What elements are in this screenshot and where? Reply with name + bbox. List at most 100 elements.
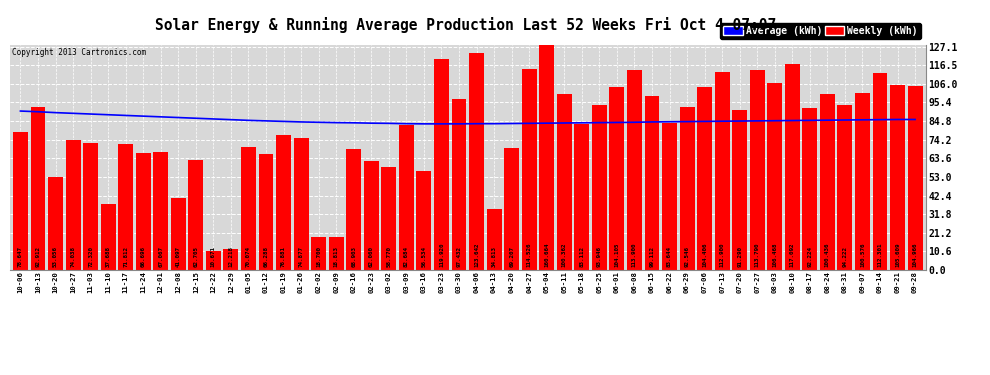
Text: 58.770: 58.770 bbox=[386, 246, 391, 267]
Bar bbox=[487, 209, 502, 270]
Text: 74.038: 74.038 bbox=[70, 246, 75, 267]
Bar bbox=[592, 105, 607, 270]
Bar bbox=[294, 138, 309, 270]
Text: 104.406: 104.406 bbox=[702, 243, 707, 267]
Text: 82.684: 82.684 bbox=[404, 246, 409, 267]
Text: 41.097: 41.097 bbox=[176, 246, 181, 267]
Bar bbox=[820, 94, 835, 270]
Bar bbox=[908, 86, 923, 270]
Bar bbox=[522, 69, 537, 270]
Bar bbox=[381, 167, 396, 270]
Text: 92.912: 92.912 bbox=[36, 246, 41, 267]
Text: 18.700: 18.700 bbox=[316, 246, 321, 267]
Text: 92.546: 92.546 bbox=[684, 246, 690, 267]
Text: 66.696: 66.696 bbox=[141, 246, 146, 267]
Bar bbox=[785, 64, 800, 270]
Text: 113.790: 113.790 bbox=[754, 243, 759, 267]
Text: 119.920: 119.920 bbox=[439, 243, 444, 267]
Text: 123.642: 123.642 bbox=[474, 243, 479, 267]
Text: 78.647: 78.647 bbox=[18, 246, 23, 267]
Bar bbox=[574, 124, 589, 270]
Text: 112.301: 112.301 bbox=[877, 243, 882, 267]
Bar bbox=[749, 70, 764, 270]
Bar bbox=[610, 87, 625, 270]
Text: 117.092: 117.092 bbox=[790, 243, 795, 267]
Bar bbox=[767, 83, 782, 270]
Text: 100.362: 100.362 bbox=[561, 243, 566, 267]
Text: 93.946: 93.946 bbox=[597, 246, 602, 267]
Bar bbox=[31, 107, 46, 270]
Bar bbox=[556, 94, 571, 270]
Bar bbox=[838, 105, 852, 270]
Bar bbox=[65, 140, 80, 270]
Text: 100.436: 100.436 bbox=[825, 243, 830, 267]
Bar bbox=[504, 148, 519, 270]
Text: Copyright 2013 Cartronics.com: Copyright 2013 Cartronics.com bbox=[12, 48, 146, 57]
Bar bbox=[644, 96, 659, 270]
Bar bbox=[890, 84, 905, 270]
Bar bbox=[733, 110, 747, 270]
Text: 34.813: 34.813 bbox=[492, 246, 497, 267]
Bar bbox=[399, 125, 414, 270]
Text: 97.432: 97.432 bbox=[456, 246, 461, 267]
Bar bbox=[83, 143, 98, 270]
Text: 83.112: 83.112 bbox=[579, 246, 584, 267]
Text: Solar Energy & Running Average Production Last 52 Weeks Fri Oct 4 07:07: Solar Energy & Running Average Productio… bbox=[154, 17, 776, 33]
Text: 113.900: 113.900 bbox=[632, 243, 637, 267]
Bar bbox=[241, 147, 256, 270]
Text: 114.526: 114.526 bbox=[527, 243, 532, 267]
Bar bbox=[451, 99, 466, 270]
Bar bbox=[417, 171, 432, 270]
Text: 12.218: 12.218 bbox=[229, 246, 234, 267]
Bar bbox=[469, 53, 484, 270]
Legend: Average (kWh), Weekly (kWh): Average (kWh), Weekly (kWh) bbox=[721, 23, 921, 39]
Text: 37.688: 37.688 bbox=[106, 246, 111, 267]
Bar bbox=[803, 108, 818, 270]
Bar bbox=[118, 144, 133, 270]
Text: 74.877: 74.877 bbox=[299, 246, 304, 267]
Text: 91.290: 91.290 bbox=[738, 246, 742, 267]
Bar bbox=[627, 70, 642, 270]
Text: 62.705: 62.705 bbox=[193, 246, 198, 267]
Text: 112.900: 112.900 bbox=[720, 243, 725, 267]
Bar bbox=[872, 73, 887, 270]
Bar bbox=[224, 249, 239, 270]
Bar bbox=[855, 93, 870, 270]
Text: 71.812: 71.812 bbox=[123, 246, 128, 267]
Bar bbox=[153, 152, 168, 270]
Bar bbox=[329, 237, 344, 270]
Text: 72.320: 72.320 bbox=[88, 246, 93, 267]
Bar bbox=[346, 149, 361, 270]
Bar bbox=[662, 123, 677, 270]
Bar bbox=[540, 0, 554, 270]
Text: 18.813: 18.813 bbox=[334, 246, 339, 267]
Text: 56.534: 56.534 bbox=[422, 246, 427, 267]
Bar bbox=[101, 204, 116, 270]
Text: 69.207: 69.207 bbox=[509, 246, 514, 267]
Bar bbox=[276, 135, 291, 270]
Text: 99.112: 99.112 bbox=[649, 246, 654, 267]
Bar bbox=[258, 154, 273, 270]
Bar bbox=[679, 108, 695, 270]
Text: 83.644: 83.644 bbox=[667, 246, 672, 267]
Bar bbox=[13, 132, 28, 270]
Text: 104.105: 104.105 bbox=[615, 243, 620, 267]
Text: 105.609: 105.609 bbox=[895, 243, 900, 267]
Text: 66.288: 66.288 bbox=[263, 246, 268, 267]
Text: 76.881: 76.881 bbox=[281, 246, 286, 267]
Text: 62.060: 62.060 bbox=[369, 246, 374, 267]
Bar bbox=[715, 72, 730, 270]
Text: 92.224: 92.224 bbox=[808, 246, 813, 267]
Bar bbox=[188, 160, 203, 270]
Text: 160.664: 160.664 bbox=[544, 243, 549, 267]
Bar bbox=[434, 59, 448, 270]
Text: 67.067: 67.067 bbox=[158, 246, 163, 267]
Bar bbox=[697, 87, 712, 270]
Text: 53.056: 53.056 bbox=[53, 246, 58, 267]
Bar bbox=[49, 177, 63, 270]
Bar bbox=[206, 251, 221, 270]
Bar bbox=[311, 237, 326, 270]
Text: 104.966: 104.966 bbox=[913, 243, 918, 267]
Bar bbox=[136, 153, 150, 270]
Bar bbox=[364, 161, 379, 270]
